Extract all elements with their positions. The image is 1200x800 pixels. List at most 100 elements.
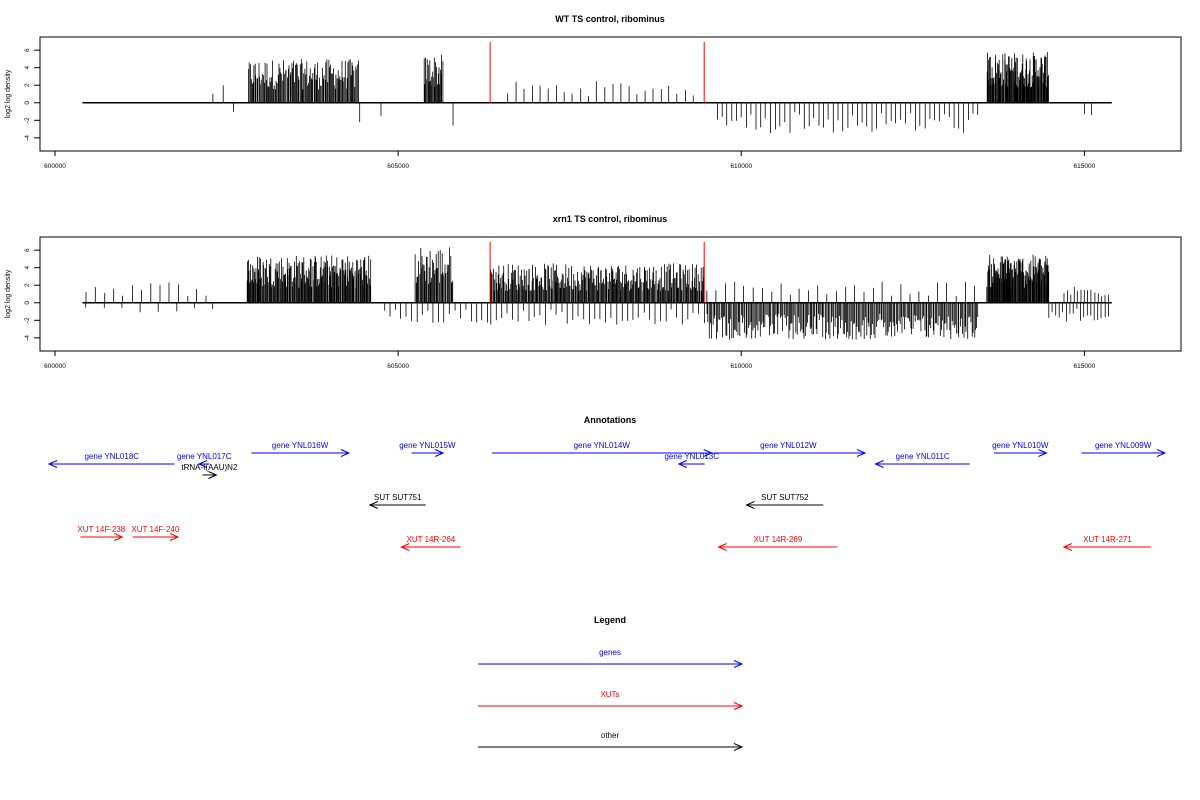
arrow-head: [733, 702, 744, 710]
panel-wt-bars: [82, 42, 1112, 134]
feature-gene: gene YNL012W: [711, 441, 867, 457]
feature-gene: gene YNL015W: [399, 441, 456, 457]
panel-wt-ylabel: log2 log density: [5, 69, 12, 118]
feature-xut: XUT 14F-238: [77, 525, 126, 541]
arrow-head: [47, 460, 58, 468]
arrow-head: [197, 460, 208, 468]
legend-label: genes: [599, 648, 621, 657]
y-tick-label: 2: [24, 83, 31, 87]
y-tick-label: 4: [24, 266, 31, 270]
x-tick-label: 615000: [1074, 363, 1096, 370]
arrow-head: [874, 460, 884, 468]
feature-label: gene YNL015W: [399, 441, 456, 450]
panel-wt-x-axis: 600000 605000 610000 615000: [44, 150, 1096, 170]
y-tick-label: -4: [24, 135, 31, 141]
x-tick-label: 605000: [387, 363, 409, 370]
legend-item: genes: [478, 648, 744, 668]
arrow-head: [717, 543, 727, 551]
y-tick-label: -4: [24, 335, 31, 341]
arrow-head: [208, 471, 218, 479]
legend-items: genes XUTs other: [478, 648, 744, 751]
y-tick-label: 0: [24, 301, 31, 305]
arrow-head: [434, 449, 445, 457]
arrow-head: [399, 543, 410, 551]
feature-gene: gene YNL018C: [47, 452, 175, 468]
feature-label: gene YNL014W: [574, 441, 631, 450]
panel-xrn1-ylabel: log2 log density: [5, 269, 12, 318]
feature-label: gene YNL011C: [896, 452, 950, 461]
feature-label: gene YNL013C: [664, 452, 719, 461]
feature-xut: XUT 14R-269: [717, 535, 838, 551]
feature-label: gene YNL012W: [760, 441, 817, 450]
feature-other: SUT SUT751: [368, 493, 426, 509]
y-tick-label: 6: [24, 248, 31, 252]
x-tick-label: 605000: [387, 163, 409, 170]
feature-label: XUT 14F-240: [131, 525, 179, 534]
x-tick-label: 610000: [730, 163, 752, 170]
feature-label: tRNA-I(AAU)N2: [181, 463, 238, 472]
y-tick-label: -2: [24, 117, 31, 123]
feature-label: gene YNL009W: [1095, 441, 1152, 450]
x-tick-label: 610000: [730, 363, 752, 370]
arrow-head: [114, 533, 124, 541]
feature-gene: gene YNL009W: [1081, 441, 1167, 457]
arrow-head: [1038, 449, 1048, 457]
feature-label: gene YNL010W: [992, 441, 1049, 450]
legend-title: Legend: [594, 615, 626, 625]
legend-item: other: [478, 731, 744, 751]
arrow-head: [733, 660, 744, 668]
arrow-head: [1062, 543, 1073, 551]
panel-xrn1-y-axis: -4 -2 0 2 4 6: [24, 248, 41, 341]
panel-xrn1-x-axis: 600000 605000 610000 615000: [44, 350, 1096, 370]
feature-xut: XUT 14R-271: [1062, 535, 1152, 551]
feature-label: SUT SUT752: [761, 493, 809, 502]
feature-gene: gene YNL017C: [177, 452, 232, 468]
legend-item: XUTs: [478, 690, 744, 710]
feature-label: gene YNL018C: [84, 452, 139, 461]
y-tick-label: -2: [24, 317, 31, 323]
feature-gene: gene YNL013C: [664, 452, 719, 468]
panel-xrn1-bars: [82, 242, 1112, 340]
arrow-head: [733, 743, 744, 751]
feature-other: tRNA-I(AAU)N2: [181, 463, 238, 479]
y-tick-label: 6: [24, 48, 31, 52]
feature-label: XUT 14R-271: [1083, 535, 1132, 544]
feature-other: SUT SUT752: [745, 493, 824, 509]
feature-label: XUT 14R-269: [754, 535, 803, 544]
feature-label: gene YNL017C: [177, 452, 232, 461]
y-tick-label: 4: [24, 66, 31, 70]
panel-wt-y-axis: -4 -2 0 2 4 6: [24, 48, 41, 141]
feature-label: XUT 14F-238: [77, 525, 125, 534]
feature-gene: gene YNL011C: [874, 452, 970, 468]
feature-gene: gene YNL010W: [992, 441, 1049, 457]
y-tick-label: 2: [24, 283, 31, 287]
feature-label: gene YNL016W: [272, 441, 329, 450]
x-tick-label: 600000: [44, 163, 66, 170]
x-tick-label: 600000: [44, 363, 66, 370]
annotations-panel: Annotations gene YNL018C gene YNL017C tRNA…: [47, 415, 1167, 551]
feature-xut: XUT 14R-264: [399, 535, 461, 551]
feature-xut: XUT 14F-240: [131, 525, 180, 541]
legend-label: XUTs: [600, 690, 619, 699]
arrow-head: [169, 533, 180, 541]
feature-label: XUT 14R-264: [406, 535, 455, 544]
x-tick-label: 615000: [1074, 163, 1096, 170]
arrow-head: [745, 501, 755, 509]
arrow-head: [677, 460, 688, 468]
panel-wt-title: WT TS control, ribominus: [555, 14, 665, 24]
arrow-head: [368, 501, 379, 509]
panel-xrn1-title: xrn1 TS control, ribominus: [553, 214, 668, 224]
feature-label: SUT SUT751: [374, 493, 422, 502]
arrow-head: [856, 449, 867, 457]
y-tick-label: 0: [24, 101, 31, 105]
feature-gene: gene YNL016W: [251, 441, 351, 457]
arrow-head: [1156, 449, 1167, 457]
annotation-features: gene YNL018C gene YNL017C tRNA-I(AAU)N2 gen…: [47, 441, 1167, 551]
legend-panel: Legend genes XUTs other: [478, 615, 744, 751]
annotations-title: Annotations: [584, 415, 637, 425]
panel-xrn1: xrn1 TS control, ribominus log2 log dens…: [5, 214, 1182, 370]
legend-label: other: [601, 731, 620, 740]
arrow-head: [340, 449, 351, 457]
panel-wt: WT TS control, ribominus log2 log densit…: [5, 14, 1182, 170]
